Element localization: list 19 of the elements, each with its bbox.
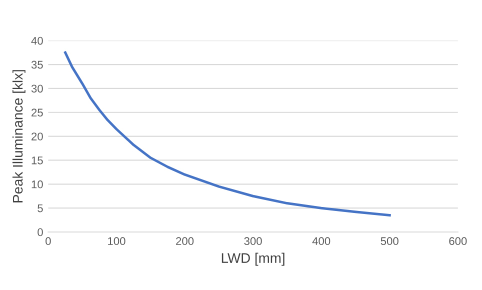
y-tick-label: 20 bbox=[32, 132, 43, 140]
y-tick-label: 0 bbox=[38, 228, 43, 236]
y-axis-title: Peak Illuminance [klx] bbox=[12, 70, 26, 202]
y-tick-label: 25 bbox=[32, 108, 43, 117]
y-tick-label: 10 bbox=[32, 180, 43, 188]
x-tick-label: 600 bbox=[449, 237, 467, 246]
x-tick-label: 300 bbox=[244, 237, 262, 246]
x-tick-label: 200 bbox=[176, 237, 194, 246]
line-series bbox=[64, 51, 391, 216]
x-tick-label: 100 bbox=[108, 237, 126, 246]
y-tick-label: 35 bbox=[31, 60, 43, 69]
y-tick-label: 30 bbox=[31, 84, 43, 93]
x-tick-label: 0 bbox=[46, 237, 51, 246]
x-tick-label: 400 bbox=[312, 237, 330, 246]
x-tick-label: 500 bbox=[380, 237, 398, 246]
y-tick-label: 40 bbox=[31, 36, 43, 45]
y-tick-label: 5 bbox=[38, 204, 43, 212]
x-axis-title: LWD [mm] bbox=[222, 252, 284, 266]
y-tick-label: 15 bbox=[32, 156, 43, 164]
